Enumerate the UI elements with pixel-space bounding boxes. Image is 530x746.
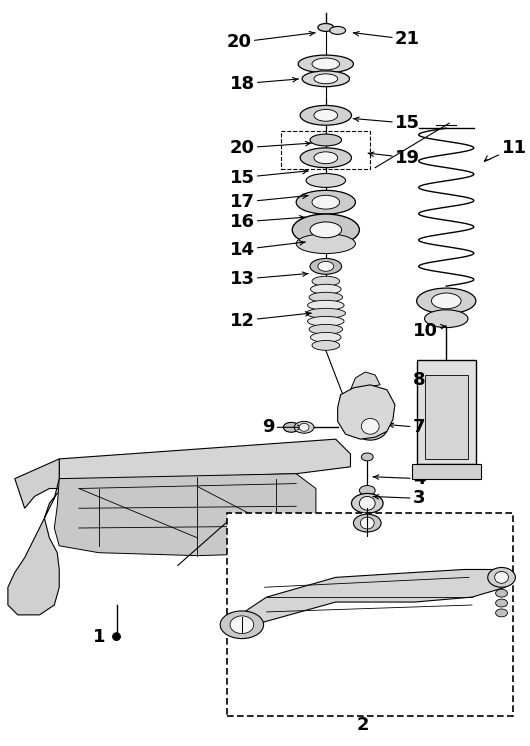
Polygon shape [54, 474, 316, 556]
Ellipse shape [496, 599, 507, 607]
Text: 9: 9 [262, 419, 303, 436]
Ellipse shape [309, 325, 342, 334]
Ellipse shape [318, 23, 334, 31]
Polygon shape [8, 459, 67, 615]
Text: 15: 15 [229, 169, 308, 186]
Text: 20: 20 [227, 33, 315, 51]
Text: 4: 4 [373, 470, 425, 488]
Ellipse shape [307, 316, 344, 326]
Polygon shape [59, 439, 350, 479]
Ellipse shape [351, 493, 383, 513]
Polygon shape [412, 464, 481, 479]
Ellipse shape [310, 258, 342, 275]
Bar [281, 131, 370, 169]
Ellipse shape [318, 261, 334, 272]
Ellipse shape [312, 340, 340, 351]
Ellipse shape [296, 233, 356, 254]
Ellipse shape [496, 609, 507, 617]
Ellipse shape [311, 333, 341, 342]
Text: 20: 20 [229, 139, 311, 157]
Ellipse shape [360, 517, 374, 529]
Text: 14: 14 [229, 241, 305, 259]
Ellipse shape [330, 26, 346, 34]
Ellipse shape [312, 276, 340, 286]
Ellipse shape [496, 589, 507, 597]
Ellipse shape [307, 301, 344, 310]
Ellipse shape [220, 611, 263, 639]
Ellipse shape [284, 422, 299, 432]
Ellipse shape [314, 110, 338, 122]
Ellipse shape [431, 293, 461, 309]
Ellipse shape [425, 310, 468, 327]
Text: 12: 12 [229, 312, 311, 330]
Ellipse shape [299, 423, 309, 431]
Text: 7: 7 [388, 419, 425, 436]
Text: 8: 8 [413, 371, 446, 389]
Text: 3: 3 [373, 489, 425, 507]
Text: 2: 2 [357, 716, 369, 735]
Ellipse shape [311, 284, 341, 294]
Text: 11: 11 [484, 139, 526, 162]
Ellipse shape [294, 421, 314, 433]
Ellipse shape [361, 453, 373, 461]
Ellipse shape [298, 55, 354, 73]
Ellipse shape [310, 134, 342, 146]
Text: 17: 17 [229, 193, 308, 211]
Ellipse shape [306, 174, 346, 187]
Ellipse shape [309, 292, 342, 302]
Text: 1: 1 [92, 627, 105, 645]
Ellipse shape [300, 105, 351, 125]
Text: 5: 5 [326, 524, 348, 544]
Ellipse shape [361, 419, 379, 434]
Ellipse shape [352, 413, 388, 440]
Ellipse shape [494, 571, 508, 583]
Ellipse shape [417, 288, 476, 314]
Text: 15: 15 [354, 114, 420, 132]
Ellipse shape [359, 496, 375, 510]
Ellipse shape [300, 148, 351, 168]
Text: 19: 19 [368, 148, 420, 167]
Polygon shape [237, 569, 506, 636]
Ellipse shape [302, 71, 349, 87]
Text: 13: 13 [229, 270, 308, 288]
Ellipse shape [112, 633, 120, 641]
Ellipse shape [312, 58, 340, 70]
Text: 6: 6 [475, 588, 494, 606]
Ellipse shape [310, 222, 342, 238]
Ellipse shape [314, 152, 338, 163]
Ellipse shape [292, 214, 359, 245]
Ellipse shape [359, 486, 375, 495]
Text: 21: 21 [354, 31, 420, 48]
Ellipse shape [488, 568, 515, 587]
Ellipse shape [314, 74, 338, 84]
Ellipse shape [354, 514, 381, 532]
Ellipse shape [306, 308, 346, 319]
Text: 18: 18 [229, 75, 298, 93]
Text: 16: 16 [229, 213, 305, 231]
Text: 10: 10 [413, 322, 446, 339]
Ellipse shape [312, 195, 340, 209]
Ellipse shape [296, 190, 356, 214]
Bar [425, 375, 468, 459]
Polygon shape [338, 385, 395, 439]
Bar [227, 513, 514, 715]
Bar [417, 360, 476, 464]
Polygon shape [350, 372, 380, 389]
Ellipse shape [230, 616, 254, 633]
